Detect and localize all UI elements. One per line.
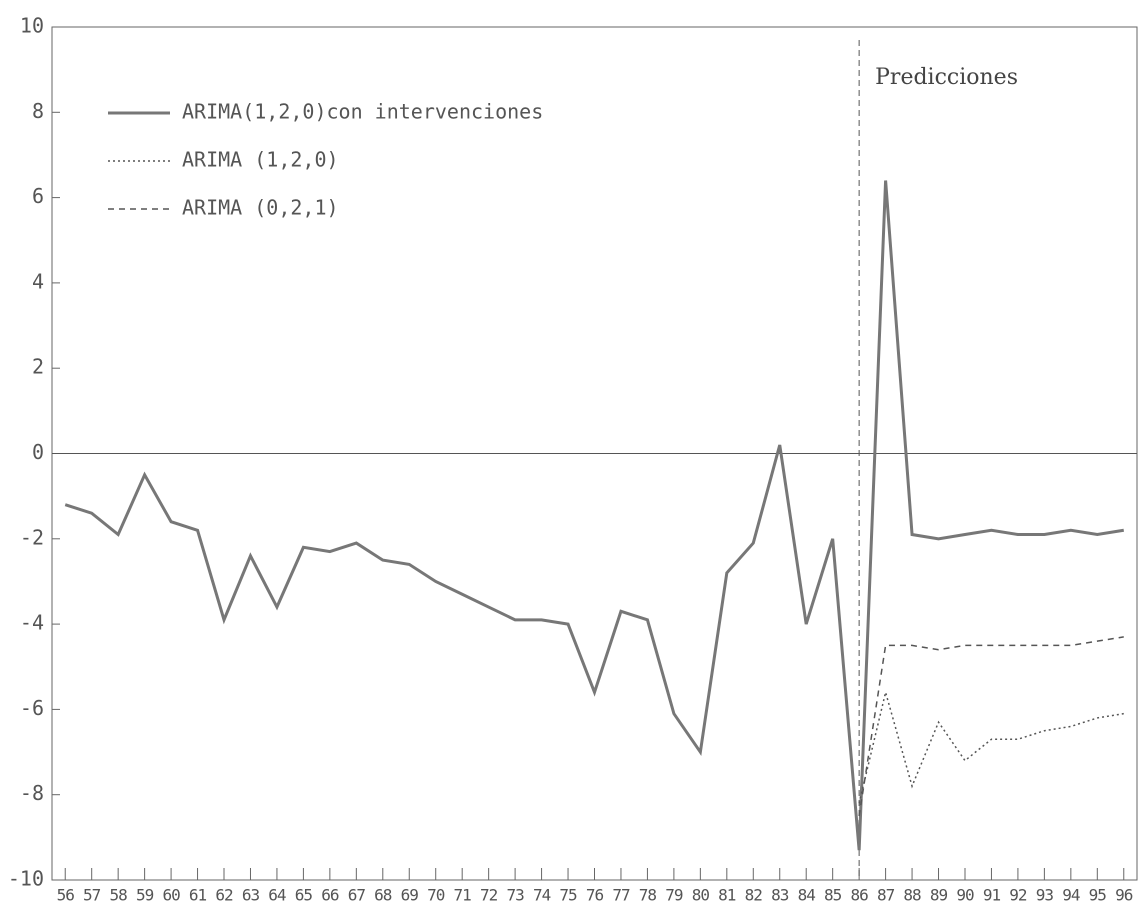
- y-tick-label: 8: [32, 99, 44, 123]
- x-tick-label: 63: [242, 886, 260, 905]
- x-tick-label: 78: [639, 886, 657, 905]
- x-tick-label: 57: [83, 886, 101, 905]
- x-tick-label: 85: [824, 886, 842, 905]
- x-tick-label: 73: [506, 886, 524, 905]
- series-line: [64, 180, 1125, 851]
- y-tick-label: -8: [20, 781, 44, 805]
- legend-label: ARIMA (1,2,0): [182, 148, 339, 172]
- x-tick-label: 92: [1009, 886, 1027, 905]
- x-tick-label: 79: [665, 886, 683, 905]
- x-tick-label: 56: [57, 886, 75, 905]
- y-tick-label: 6: [32, 184, 44, 208]
- x-tick-label: 70: [427, 886, 445, 905]
- x-tick-label: 95: [1089, 886, 1107, 905]
- legend-label: ARIMA(1,2,0)con intervenciones: [182, 100, 543, 124]
- x-tick-label: 87: [877, 886, 895, 905]
- x-tick-label: 74: [533, 886, 551, 905]
- x-tick-label: 59: [136, 886, 154, 905]
- x-tick-label: 93: [1036, 886, 1054, 905]
- y-tick-label: 10: [20, 14, 44, 38]
- x-tick-label: 61: [189, 886, 207, 905]
- x-tick-label: 64: [268, 886, 286, 905]
- x-tick-label: 69: [401, 886, 419, 905]
- x-tick-label: 96: [1115, 886, 1133, 905]
- x-tick-label: 88: [903, 886, 921, 905]
- x-tick-label: 90: [956, 886, 974, 905]
- series-line: [858, 636, 1124, 817]
- x-tick-label: 66: [321, 886, 339, 905]
- x-tick-label: 84: [798, 886, 816, 905]
- y-tick-label: 0: [32, 440, 44, 464]
- y-tick-label: -2: [20, 525, 44, 549]
- x-tick-label: 58: [110, 886, 128, 905]
- x-tick-label: 80: [692, 886, 710, 905]
- x-tick-label: 68: [374, 886, 392, 905]
- x-tick-label: 91: [983, 886, 1001, 905]
- x-tick-label: 82: [745, 886, 763, 905]
- x-tick-label: 75: [559, 886, 577, 905]
- x-tick-label: 72: [480, 886, 498, 905]
- x-tick-label: 89: [930, 886, 948, 905]
- series-line: [858, 689, 1124, 804]
- y-tick-label: -10: [8, 867, 44, 891]
- x-tick-label: 77: [612, 886, 630, 905]
- y-tick-label: -6: [20, 696, 44, 720]
- legend-label: ARIMA (0,2,1): [182, 196, 339, 220]
- x-tick-label: 94: [1062, 886, 1080, 905]
- x-tick-label: 83: [771, 886, 789, 905]
- y-tick-label: 2: [32, 355, 44, 379]
- x-tick-label: 60: [162, 886, 180, 905]
- y-tick-label: 4: [32, 269, 44, 293]
- y-tick-label: -4: [20, 611, 44, 635]
- x-tick-label: 81: [718, 886, 736, 905]
- annotation: Predicciones: [875, 65, 1018, 90]
- x-tick-label: 86: [851, 886, 869, 905]
- x-tick-label: 76: [586, 886, 604, 905]
- x-tick-label: 71: [454, 886, 472, 905]
- x-tick-label: 62: [215, 886, 233, 905]
- x-tick-label: 67: [348, 886, 366, 905]
- x-tick-label: 65: [295, 886, 313, 905]
